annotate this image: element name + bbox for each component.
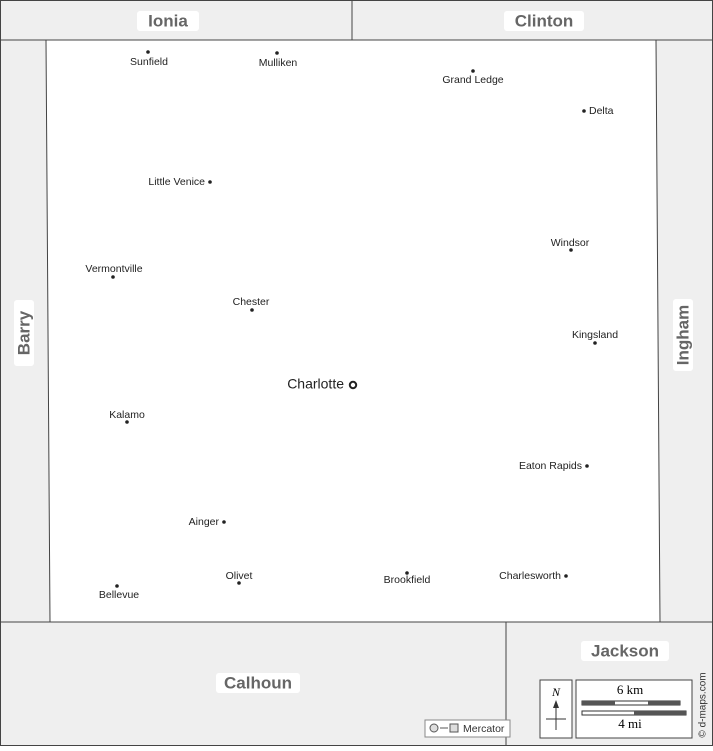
place-dot	[250, 308, 254, 312]
place-dot	[146, 50, 150, 54]
place-dot	[222, 520, 226, 524]
place-name: Olivet	[226, 570, 253, 582]
credit: © d-maps.com	[698, 672, 709, 737]
scale-bar	[634, 711, 686, 715]
county-name: Ingham	[673, 305, 692, 365]
county-label: Clinton	[504, 11, 584, 31]
scale-box	[575, 679, 693, 739]
county-label: Calhoun	[216, 673, 300, 693]
seat-marker	[348, 380, 358, 390]
place-dot	[593, 341, 597, 345]
place-name: Windsor	[551, 237, 590, 249]
place-dot	[585, 464, 589, 468]
place-name: Delta	[589, 105, 614, 117]
place-dot	[582, 109, 586, 113]
place-name: Charlesworth	[499, 570, 561, 582]
place-name: Mulliken	[259, 57, 298, 69]
county-labels: Ionia Clinton Barry Ingham Calhoun Jackson	[14, 11, 693, 693]
place-dot	[208, 180, 212, 184]
place-dot	[237, 581, 241, 585]
county-label-bg	[581, 641, 669, 661]
place-name: Vermontville	[85, 263, 142, 275]
seat-name: Charlotte	[287, 376, 344, 392]
county-name: Clinton	[515, 11, 574, 30]
compass-arrow	[553, 700, 559, 708]
county-name: Jackson	[591, 641, 659, 660]
place-name: Kingsland	[572, 329, 618, 341]
county-label-bg	[673, 299, 693, 371]
scale-km: 6 km	[617, 682, 643, 697]
place-dot	[125, 420, 129, 424]
county-label: Barry	[14, 300, 34, 366]
county-label-bg	[216, 673, 300, 693]
place-dot	[115, 584, 119, 588]
place-dot	[564, 574, 568, 578]
place-name: Bellevue	[99, 589, 139, 601]
county-label-bg	[137, 11, 199, 31]
place-name: Grand Ledge	[442, 74, 503, 86]
scale-bar	[648, 701, 680, 705]
place-name: Little Venice	[148, 176, 205, 188]
place-name: Chester	[233, 296, 270, 308]
place-name: Brookfield	[384, 574, 431, 586]
projection-icon	[449, 723, 459, 733]
county-name: Barry	[14, 310, 33, 355]
scale-bar	[582, 701, 615, 705]
scale-mi: 4 mi	[618, 716, 642, 731]
place-name: Eaton Rapids	[519, 460, 582, 472]
county-name: Ionia	[148, 11, 188, 30]
county-label: Ingham	[673, 299, 693, 371]
place-dot	[471, 69, 475, 73]
place-dot	[405, 571, 409, 575]
projection-box	[424, 719, 511, 738]
place-dot	[111, 275, 115, 279]
county-label: Jackson	[581, 641, 669, 661]
county-label-bg	[504, 11, 584, 31]
place-dot	[569, 248, 573, 252]
places: Sunfield Mulliken Grand Ledge Delta Little V…	[85, 50, 618, 601]
county-name: Calhoun	[224, 673, 292, 692]
place-dot	[275, 51, 279, 55]
county-label-bg	[14, 300, 34, 366]
place-name: Sunfield	[130, 56, 168, 68]
projection-label: Mercator	[463, 723, 505, 735]
county-label: Ionia	[137, 11, 199, 31]
place-name: Ainger	[189, 516, 220, 528]
place-name: Kalamo	[109, 409, 145, 421]
eaton-county	[45, 39, 661, 623]
north-label: N	[551, 685, 561, 699]
projection-icon	[429, 723, 439, 733]
